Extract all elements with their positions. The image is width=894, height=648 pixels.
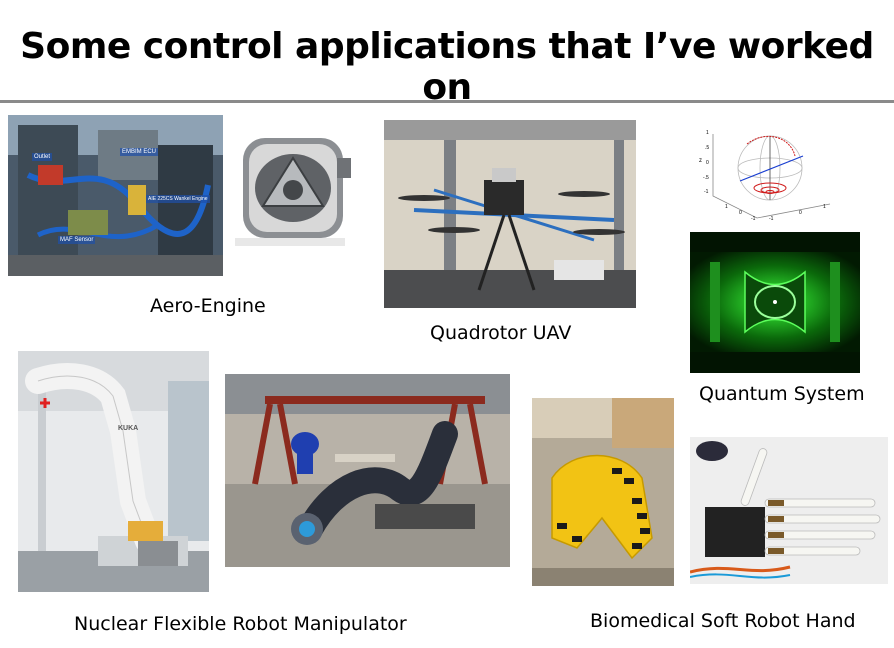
- bloch-z-tick: -.5: [703, 175, 709, 181]
- quantum-caption: Quantum System: [699, 383, 865, 405]
- bloch-z-tick: 1: [706, 130, 709, 136]
- outlet-label: Outlet: [32, 153, 53, 161]
- bloch-y-tick: 1: [823, 204, 826, 210]
- bloch-z-tick: 0: [706, 160, 709, 166]
- quantum-system-photo: [690, 232, 860, 373]
- aero-engine-rig-photo: Outlet EMBIM ECU AIE 225CS Wankel Engine…: [8, 115, 223, 276]
- soft-robot-hand-white-photo: [690, 437, 888, 584]
- bloch-x-tick: 0: [739, 210, 742, 216]
- quadrotor-uav-photo: [384, 120, 636, 308]
- nuclear-manipulator-photo: [225, 374, 510, 567]
- bloch-sphere-plot: z 1 .5 0 -.5 -1 0 1 -1 -1 0 1: [695, 126, 835, 226]
- engine-label: AIE 225CS Wankel Engine: [146, 195, 210, 203]
- maf-sensor-label: MAF Sensor: [58, 236, 96, 244]
- bloch-y-tick: 0: [799, 210, 802, 216]
- soft-robot-hand-yellow-photo: [532, 398, 674, 586]
- bloch-z-axis-label: z: [699, 158, 702, 164]
- biomedical-caption: Biomedical Soft Robot Hand: [590, 610, 856, 632]
- nuclear-caption: Nuclear Flexible Robot Manipulator: [74, 613, 407, 635]
- bloch-y-tick: -1: [769, 216, 774, 222]
- aero-engine-caption: Aero-Engine: [150, 295, 266, 317]
- kuka-robot-arm-photo: KUKA: [18, 351, 209, 592]
- ecu-label: EMBIM ECU: [120, 148, 159, 156]
- title-divider: [0, 100, 894, 103]
- bloch-z-tick: -1: [704, 189, 709, 195]
- bloch-z-tick: .5: [705, 145, 710, 151]
- wankel-engine-image: [225, 128, 357, 256]
- bloch-x-tick: -1: [751, 216, 756, 222]
- bloch-x-tick: 1: [725, 204, 728, 210]
- kuka-brand-label: KUKA: [118, 425, 139, 432]
- quadrotor-caption: Quadrotor UAV: [430, 322, 572, 344]
- slide-title: Some control applications that I’ve work…: [20, 26, 874, 108]
